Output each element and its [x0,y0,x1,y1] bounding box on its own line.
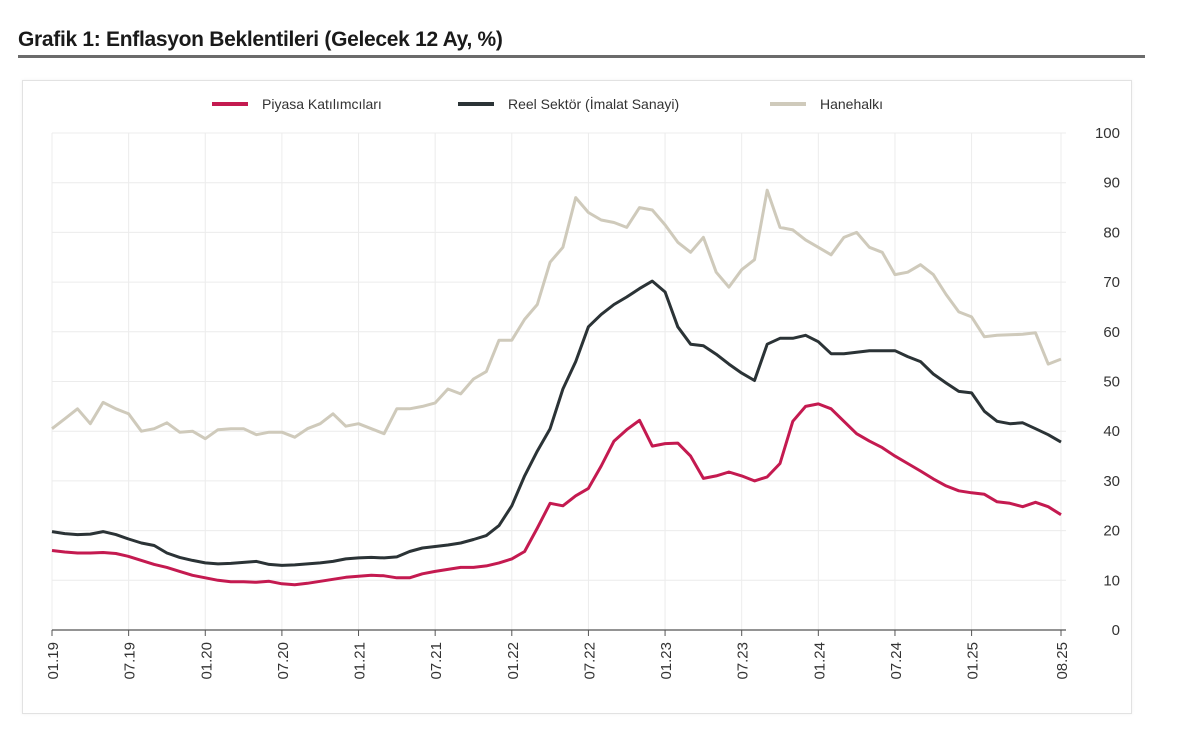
x-tick-label: 01.24 [811,642,828,680]
series-line-2 [51,188,1062,441]
x-tick-label: 01.20 [198,642,215,680]
legend-label: Reel Sektör (İmalat Sanayi) [508,95,679,112]
x-tick-label: 01.25 [965,642,982,680]
y-tick-label: 80 [1103,224,1120,241]
x-tick-label: 07.22 [581,642,598,680]
y-tick-label: 0 [1112,622,1120,639]
y-tick-label: 30 [1103,473,1120,490]
y-tick-label: 20 [1103,523,1120,540]
x-tick-label: 08.25 [1054,642,1071,680]
series-line-1 [51,279,1062,567]
x-tick-label: 01.23 [658,642,675,680]
y-tick-label: 50 [1103,374,1120,391]
legend-label: Piyasa Katılımcıları [262,96,382,112]
x-tick-label: 07.24 [888,642,905,680]
x-tick-label: 07.20 [275,642,292,680]
y-tick-label: 60 [1103,324,1120,341]
y-tick-label: 90 [1103,175,1120,192]
x-tick-label: 07.23 [735,642,752,680]
chart-frame [22,80,1132,714]
y-tick-label: 40 [1103,423,1120,440]
y-tick-label: 10 [1103,572,1120,589]
title-underline [18,55,1145,58]
y-tick-label: 70 [1103,274,1120,291]
x-tick-label: 01.22 [505,642,522,680]
x-tick-label: 07.19 [122,642,139,680]
legend-label: Hanehalkı [820,96,883,112]
x-tick-label: 07.21 [428,642,445,680]
series-line-0 [51,402,1062,587]
y-tick-label: 100 [1095,125,1120,142]
x-tick-label: 01.21 [352,642,369,680]
x-tick-label: 01.19 [45,642,62,680]
chart-title: Grafik 1: Enflasyon Beklentileri (Gelece… [18,28,503,51]
